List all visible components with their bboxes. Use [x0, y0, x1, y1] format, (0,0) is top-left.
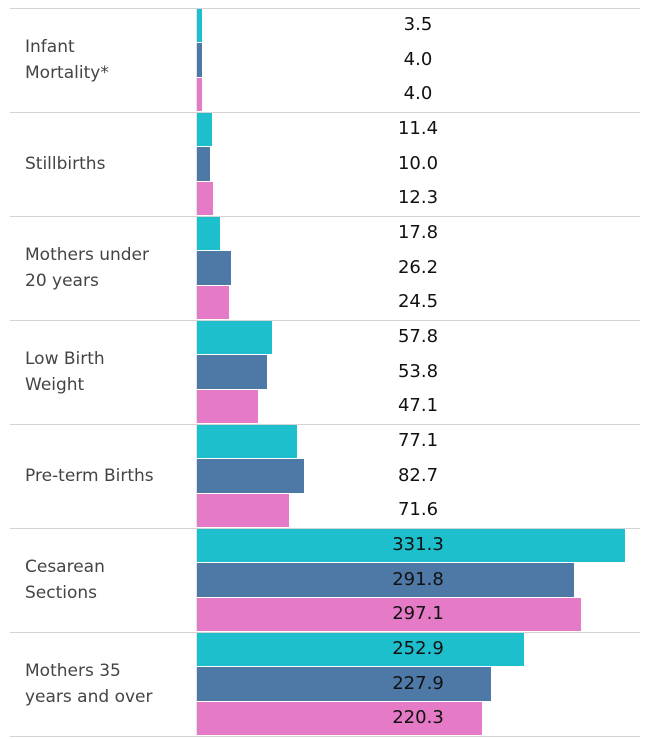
- value-label: 82.7: [397, 464, 439, 486]
- value-label: 3.5: [403, 14, 433, 35]
- bar: [197, 563, 574, 597]
- bar: [197, 667, 492, 701]
- bar: [197, 43, 203, 77]
- category-label: Mothers under 20 years: [25, 245, 150, 291]
- value-label: 53.8: [397, 360, 439, 382]
- bar: [197, 701, 482, 736]
- bar: [197, 77, 203, 112]
- bar: [197, 389, 258, 424]
- separator: [10, 320, 640, 321]
- bar: [197, 181, 213, 216]
- value-label: 77.1: [397, 430, 439, 451]
- category-label: Stillbirths: [25, 154, 106, 174]
- bar: [197, 216, 220, 251]
- value-label: 4.0: [403, 83, 433, 105]
- value-label: 71.6: [397, 499, 439, 521]
- separator: [10, 112, 640, 113]
- category-label: Infant Mortality*: [25, 37, 109, 83]
- value-label: 291.8: [392, 568, 444, 590]
- bar: [197, 424, 297, 459]
- bar: [197, 8, 202, 43]
- bar: [197, 632, 524, 667]
- bar: [197, 320, 272, 355]
- bar: [197, 355, 267, 389]
- separator: [10, 736, 640, 737]
- value-label: 12.3: [397, 187, 439, 209]
- value-label: 252.9: [392, 638, 444, 659]
- category-label: Cesarean Sections: [25, 557, 105, 603]
- value-label: 220.3: [392, 707, 444, 729]
- value-label: 26.2: [397, 256, 439, 278]
- bar: [197, 112, 212, 147]
- bar: [197, 459, 304, 493]
- value-label: 24.5: [397, 291, 439, 313]
- axis-line: [196, 8, 197, 736]
- bar: [197, 251, 231, 285]
- bar: [197, 285, 229, 320]
- value-label: 10.0: [397, 152, 439, 174]
- bar: [197, 597, 581, 632]
- separator: [10, 216, 640, 217]
- bar: [197, 528, 625, 563]
- bar: [197, 493, 290, 528]
- category-label: Low Birth Weight: [25, 349, 105, 395]
- value-label: 331.3: [392, 534, 444, 555]
- value-label: 11.4: [397, 118, 439, 139]
- value-label: 227.9: [392, 672, 444, 694]
- value-label: 57.8: [397, 326, 439, 347]
- value-label: 297.1: [392, 603, 444, 625]
- category-label: Pre-term Births: [25, 466, 154, 486]
- separator: [10, 8, 640, 9]
- value-label: 47.1: [397, 395, 439, 417]
- category-label: Mothers 35 years and over: [25, 661, 153, 707]
- value-label: 4.0: [403, 48, 433, 70]
- bar: [197, 147, 210, 181]
- value-label: 17.8: [397, 222, 439, 243]
- separator: [10, 424, 640, 425]
